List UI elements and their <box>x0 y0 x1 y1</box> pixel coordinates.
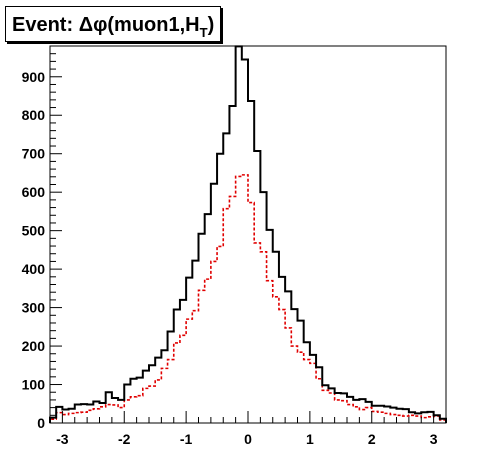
y-tick-label: 700 <box>22 146 46 162</box>
title-phi: φ <box>93 14 108 36</box>
x-tick-label: 0 <box>244 431 252 447</box>
x-tick-label: 3 <box>430 431 438 447</box>
histogram-solid-black <box>49 45 447 423</box>
histogram-dashed-red <box>49 174 447 423</box>
y-tick-label: 900 <box>22 69 46 85</box>
y-tick-label: 100 <box>22 377 46 393</box>
y-tick-label: 400 <box>22 261 46 277</box>
x-tick-label: -1 <box>180 431 193 447</box>
axis-layer: 0 100 200 300 400 500 600 700 800 900 -3 -2 -1 0 1 2 3 <box>22 45 447 447</box>
title-prefix: Event: <box>12 14 79 36</box>
title-body: (muon1, <box>107 14 186 36</box>
plot-title: Event: Δφ(muon1,HT) <box>5 6 222 42</box>
title-met-symbol: H <box>185 14 200 36</box>
y-tick-label: 600 <box>22 184 46 200</box>
y-tick-label: 800 <box>22 107 46 123</box>
title-met-sub: T <box>199 25 208 40</box>
x-tick-label: 1 <box>306 431 314 447</box>
x-tick-label: -3 <box>56 431 69 447</box>
y-tick-label: 200 <box>22 338 46 354</box>
x-tick-label: 2 <box>368 431 376 447</box>
title-close: ) <box>207 14 215 36</box>
y-tick-label: 0 <box>37 415 45 431</box>
histogram-layer <box>49 45 447 423</box>
x-tick-label: -2 <box>118 431 131 447</box>
y-tick-label: 500 <box>22 223 46 239</box>
plot-frame <box>49 45 447 424</box>
title-delta: Δ <box>78 14 94 36</box>
y-tick-label: 300 <box>22 300 46 316</box>
